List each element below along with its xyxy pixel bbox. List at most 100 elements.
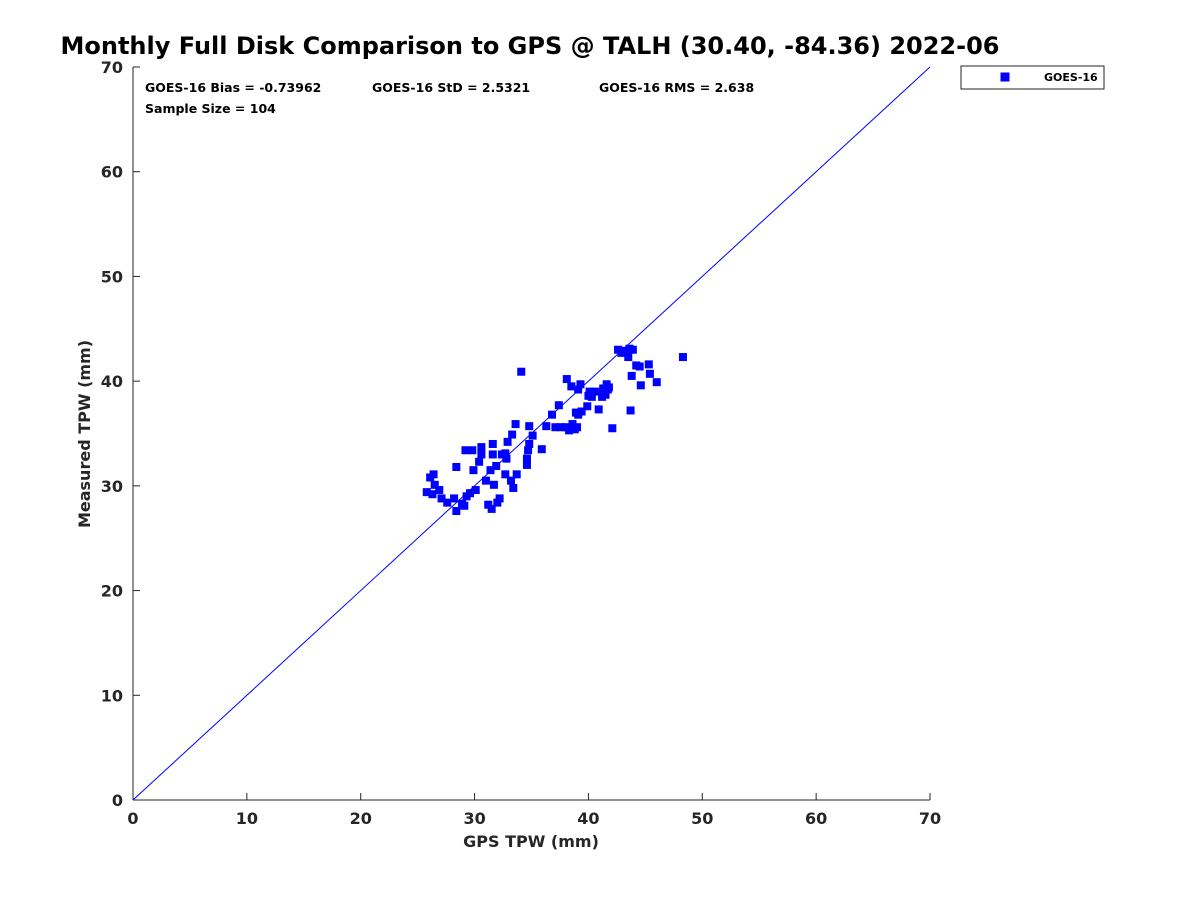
- data-point: [551, 423, 560, 432]
- data-point: [574, 385, 583, 394]
- data-point: [620, 346, 629, 355]
- data-point: [542, 422, 551, 431]
- data-points: [422, 344, 687, 515]
- data-point: [477, 450, 486, 459]
- data-point: [429, 470, 438, 479]
- data-point: [608, 424, 617, 433]
- legend-box: [960, 65, 1105, 90]
- y-tick-label: 30: [101, 477, 123, 496]
- data-point: [511, 420, 520, 429]
- data-point: [599, 384, 608, 393]
- stat-sample-size: Sample Size = 104: [145, 101, 276, 116]
- data-point: [568, 420, 577, 429]
- data-point: [452, 463, 461, 472]
- data-point: [468, 446, 477, 455]
- data-point: [503, 437, 512, 446]
- data-point: [626, 406, 635, 415]
- data-point: [525, 422, 534, 431]
- x-tick-label: 0: [127, 809, 138, 828]
- data-point: [430, 480, 439, 489]
- data-point: [481, 476, 490, 485]
- data-point: [466, 489, 475, 498]
- y-tick-label: 70: [101, 58, 123, 77]
- legend-marker-square: [1000, 72, 1010, 82]
- data-point: [594, 405, 603, 414]
- x-tick-label: 10: [236, 809, 258, 828]
- data-point: [477, 443, 486, 452]
- stat-rms: GOES-16 RMS = 2.638: [599, 80, 754, 95]
- y-tick-label: 20: [101, 582, 123, 601]
- data-point: [567, 382, 576, 391]
- data-point: [484, 500, 493, 509]
- x-tick-label: 60: [805, 809, 827, 828]
- data-point: [590, 387, 599, 396]
- data-point: [492, 461, 501, 470]
- data-point: [645, 369, 654, 378]
- data-point: [461, 446, 470, 455]
- data-point: [524, 446, 533, 455]
- data-point: [644, 360, 653, 369]
- data-point: [460, 501, 469, 510]
- data-point: [635, 362, 644, 371]
- data-point: [437, 494, 446, 503]
- y-tick-label: 50: [101, 267, 123, 286]
- data-point: [507, 476, 516, 485]
- data-point: [627, 371, 636, 380]
- data-point: [487, 504, 496, 513]
- y-tick-label: 40: [101, 372, 123, 391]
- data-point: [489, 480, 498, 489]
- data-point: [508, 430, 517, 439]
- data-point: [601, 390, 610, 399]
- x-tick-label: 70: [919, 809, 941, 828]
- data-point: [501, 470, 510, 479]
- x-tick-label: 50: [691, 809, 713, 828]
- data-point: [565, 426, 574, 435]
- y-tick-label: 60: [101, 163, 123, 182]
- data-point: [585, 387, 594, 396]
- data-point: [528, 431, 537, 440]
- data-point: [428, 490, 437, 499]
- data-point: [522, 454, 531, 463]
- data-point: [604, 383, 613, 392]
- data-point: [636, 381, 645, 390]
- data-point: [525, 439, 534, 448]
- stat-bias: GOES-16 Bias = -0.73962: [145, 80, 321, 95]
- data-point: [537, 445, 546, 454]
- data-point: [577, 407, 586, 416]
- stats-annotations: GOES-16 Bias = -0.73962 GOES-16 StD = 2.…: [145, 80, 754, 116]
- data-point: [488, 450, 497, 459]
- data-point: [501, 449, 510, 458]
- data-point: [562, 375, 571, 384]
- data-point: [624, 353, 633, 362]
- data-point: [471, 486, 480, 495]
- y-axis-label: Measured TPW (mm): [75, 340, 94, 528]
- data-point: [488, 439, 497, 448]
- data-point: [493, 498, 502, 507]
- data-point: [450, 494, 459, 503]
- legend: GOES-16: [960, 65, 1105, 90]
- x-tick-label: 30: [463, 809, 485, 828]
- data-point: [573, 423, 582, 432]
- data-point: [475, 457, 484, 466]
- x-tick-label: 20: [350, 809, 372, 828]
- data-point: [517, 367, 526, 376]
- data-point: [554, 401, 563, 410]
- y-tick-label: 10: [101, 686, 123, 705]
- data-point: [509, 483, 518, 492]
- data-point: [495, 494, 504, 503]
- data-point: [678, 353, 687, 362]
- chart-title: Monthly Full Disk Comparison to GPS @ TA…: [61, 32, 1000, 60]
- data-point: [652, 378, 661, 387]
- data-point: [452, 506, 461, 515]
- data-point: [522, 460, 531, 469]
- plot-area: 0 10 20 30 40 50 60 70 0 10 20 30 40 50 60 70: [101, 58, 941, 828]
- data-point: [435, 486, 444, 495]
- data-point: [422, 488, 431, 497]
- data-point: [469, 466, 478, 475]
- data-point: [557, 423, 566, 432]
- data-point: [576, 380, 585, 389]
- data-point: [486, 466, 495, 475]
- legend-label-goes16: GOES-16: [1044, 71, 1098, 84]
- data-point: [628, 345, 637, 354]
